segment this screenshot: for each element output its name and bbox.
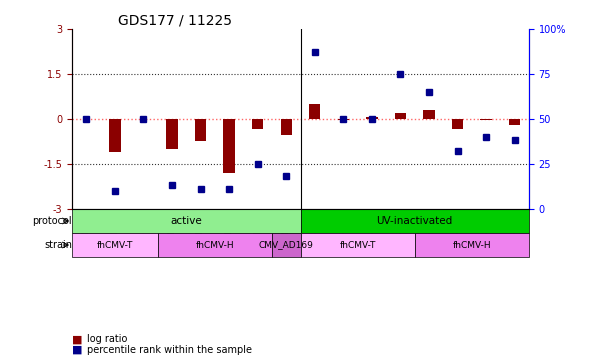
Text: ■: ■ (72, 345, 82, 355)
Text: UV-inactivated: UV-inactivated (377, 216, 453, 226)
Bar (109, 119, 121, 152)
Bar (338, 119, 349, 120)
Text: CMV_AD169: CMV_AD169 (259, 241, 314, 250)
Bar (309, 104, 320, 119)
Text: ■: ■ (72, 334, 82, 344)
FancyBboxPatch shape (415, 233, 529, 257)
Bar (509, 119, 520, 125)
Bar (395, 113, 406, 119)
Text: GDS177 / 11225: GDS177 / 11225 (118, 14, 232, 27)
FancyBboxPatch shape (157, 233, 272, 257)
Text: fhCMV-T: fhCMV-T (97, 241, 133, 250)
Bar (366, 117, 377, 119)
Text: strain: strain (44, 240, 72, 250)
Bar (452, 119, 463, 129)
Text: fhCMV-T: fhCMV-T (340, 241, 376, 250)
Text: active: active (171, 216, 202, 226)
Text: log ratio: log ratio (87, 334, 127, 344)
Bar (480, 119, 492, 120)
FancyBboxPatch shape (272, 233, 300, 257)
FancyBboxPatch shape (72, 209, 300, 233)
Bar (281, 119, 292, 135)
Bar (252, 119, 263, 129)
FancyBboxPatch shape (300, 233, 415, 257)
FancyBboxPatch shape (300, 209, 529, 233)
Bar (423, 110, 435, 119)
Text: protocol: protocol (32, 216, 72, 226)
Bar (224, 119, 235, 173)
Text: percentile rank within the sample: percentile rank within the sample (87, 345, 252, 355)
Text: fhCMV-H: fhCMV-H (195, 241, 234, 250)
Bar (195, 119, 206, 141)
Text: fhCMV-H: fhCMV-H (453, 241, 491, 250)
Bar (166, 119, 178, 149)
FancyBboxPatch shape (72, 233, 157, 257)
